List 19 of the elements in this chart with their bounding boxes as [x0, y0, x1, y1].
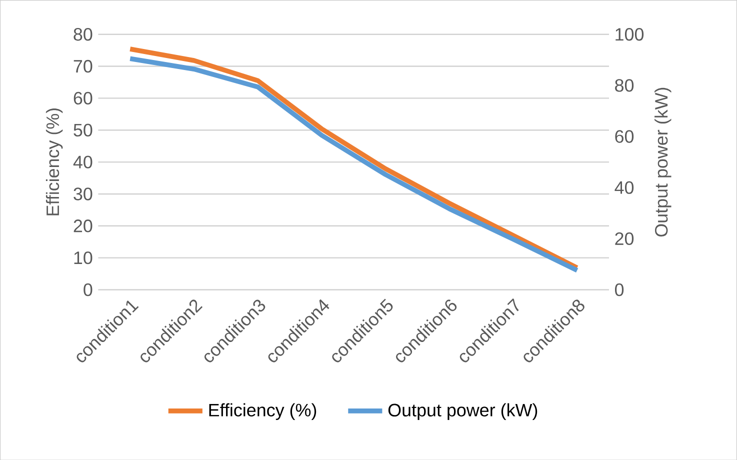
legend-label: Output power (kW) [388, 403, 538, 420]
y-tick-label: 80 [74, 28, 92, 41]
y2-tick-label: 40 [614, 181, 634, 194]
y-tick-label: 0 [84, 283, 92, 296]
legend-label: Efficiency (%) [209, 403, 316, 420]
y-tick-label: 10 [74, 251, 92, 264]
y2-tick-label: 80 [615, 78, 634, 92]
y2-tick-label: 20 [615, 232, 634, 245]
y2-tick-label: 100 [616, 28, 644, 41]
y2-tick-label: 60 [615, 130, 634, 143]
y-tick-label: 20 [74, 219, 92, 232]
y-tick-label: 70 [74, 60, 92, 72]
y-tick-label: 50 [74, 124, 92, 136]
y-axis-title: Efficiency (%) [46, 108, 63, 216]
y2-axis-title: Output power (kW) [654, 88, 672, 236]
y-tick-label: 30 [74, 187, 92, 200]
y2-tick-label: 0 [614, 283, 624, 296]
y-tick-label: 60 [74, 92, 92, 104]
y-tick-label: 40 [73, 156, 92, 168]
